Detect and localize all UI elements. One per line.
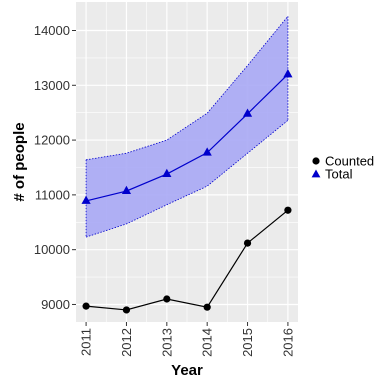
x-tick-label: 2014 [200,328,215,357]
data-point-total-2016 [283,69,293,78]
band-area-total [86,16,288,238]
y-tick-label: 11000 [35,187,70,202]
data-point-total-2015 [242,108,253,117]
y-tick-label: 12000 [34,133,70,148]
series-points [81,69,293,314]
legend-marker-counted [312,157,320,165]
series-lines [85,73,289,311]
data-point-counted-2015 [243,239,252,247]
x-tick-label: 2015 [240,328,255,357]
data-point-total-2012 [121,185,132,195]
x-tick-label: 2013 [159,328,174,357]
x-tick-label: 2012 [119,328,134,357]
data-point-counted-2014 [203,303,211,311]
data-point-total-2014 [202,147,212,156]
x-tick-label: 2016 [280,328,295,357]
y-tick-label: 10000 [34,242,70,257]
data-point-counted-2016 [284,206,292,214]
band-upper-edge [86,15,289,161]
y-tick-label: 13000 [34,78,70,93]
legend-marker-total [311,169,321,178]
data-point-counted-2013 [163,295,171,303]
data-point-total-2013 [162,168,172,178]
data-point-counted-2012 [122,306,131,314]
data-point-total-2011 [81,195,91,204]
y-tick-label: 9000 [41,297,70,312]
data-point-counted-2011 [82,302,90,310]
series-line-total [85,73,289,202]
x-axis-ticks: 2011 2012 2013 2014 2015 2016 [79,322,295,357]
x-axis-title: Year [171,362,203,379]
x-tick-label: 2011 [79,328,94,356]
band-lower-edge [85,120,289,238]
confidence-band [85,15,289,238]
legend-label-counted: Counted [325,154,374,169]
legend-label-total: Total [325,167,353,182]
y-axis-ticks: 9000 10000 11000 12000 13000 14000 [34,23,76,312]
y-axis-title: # of people [11,122,28,201]
y-tick-label: 14000 [34,23,70,38]
series-line-counted [86,209,289,311]
